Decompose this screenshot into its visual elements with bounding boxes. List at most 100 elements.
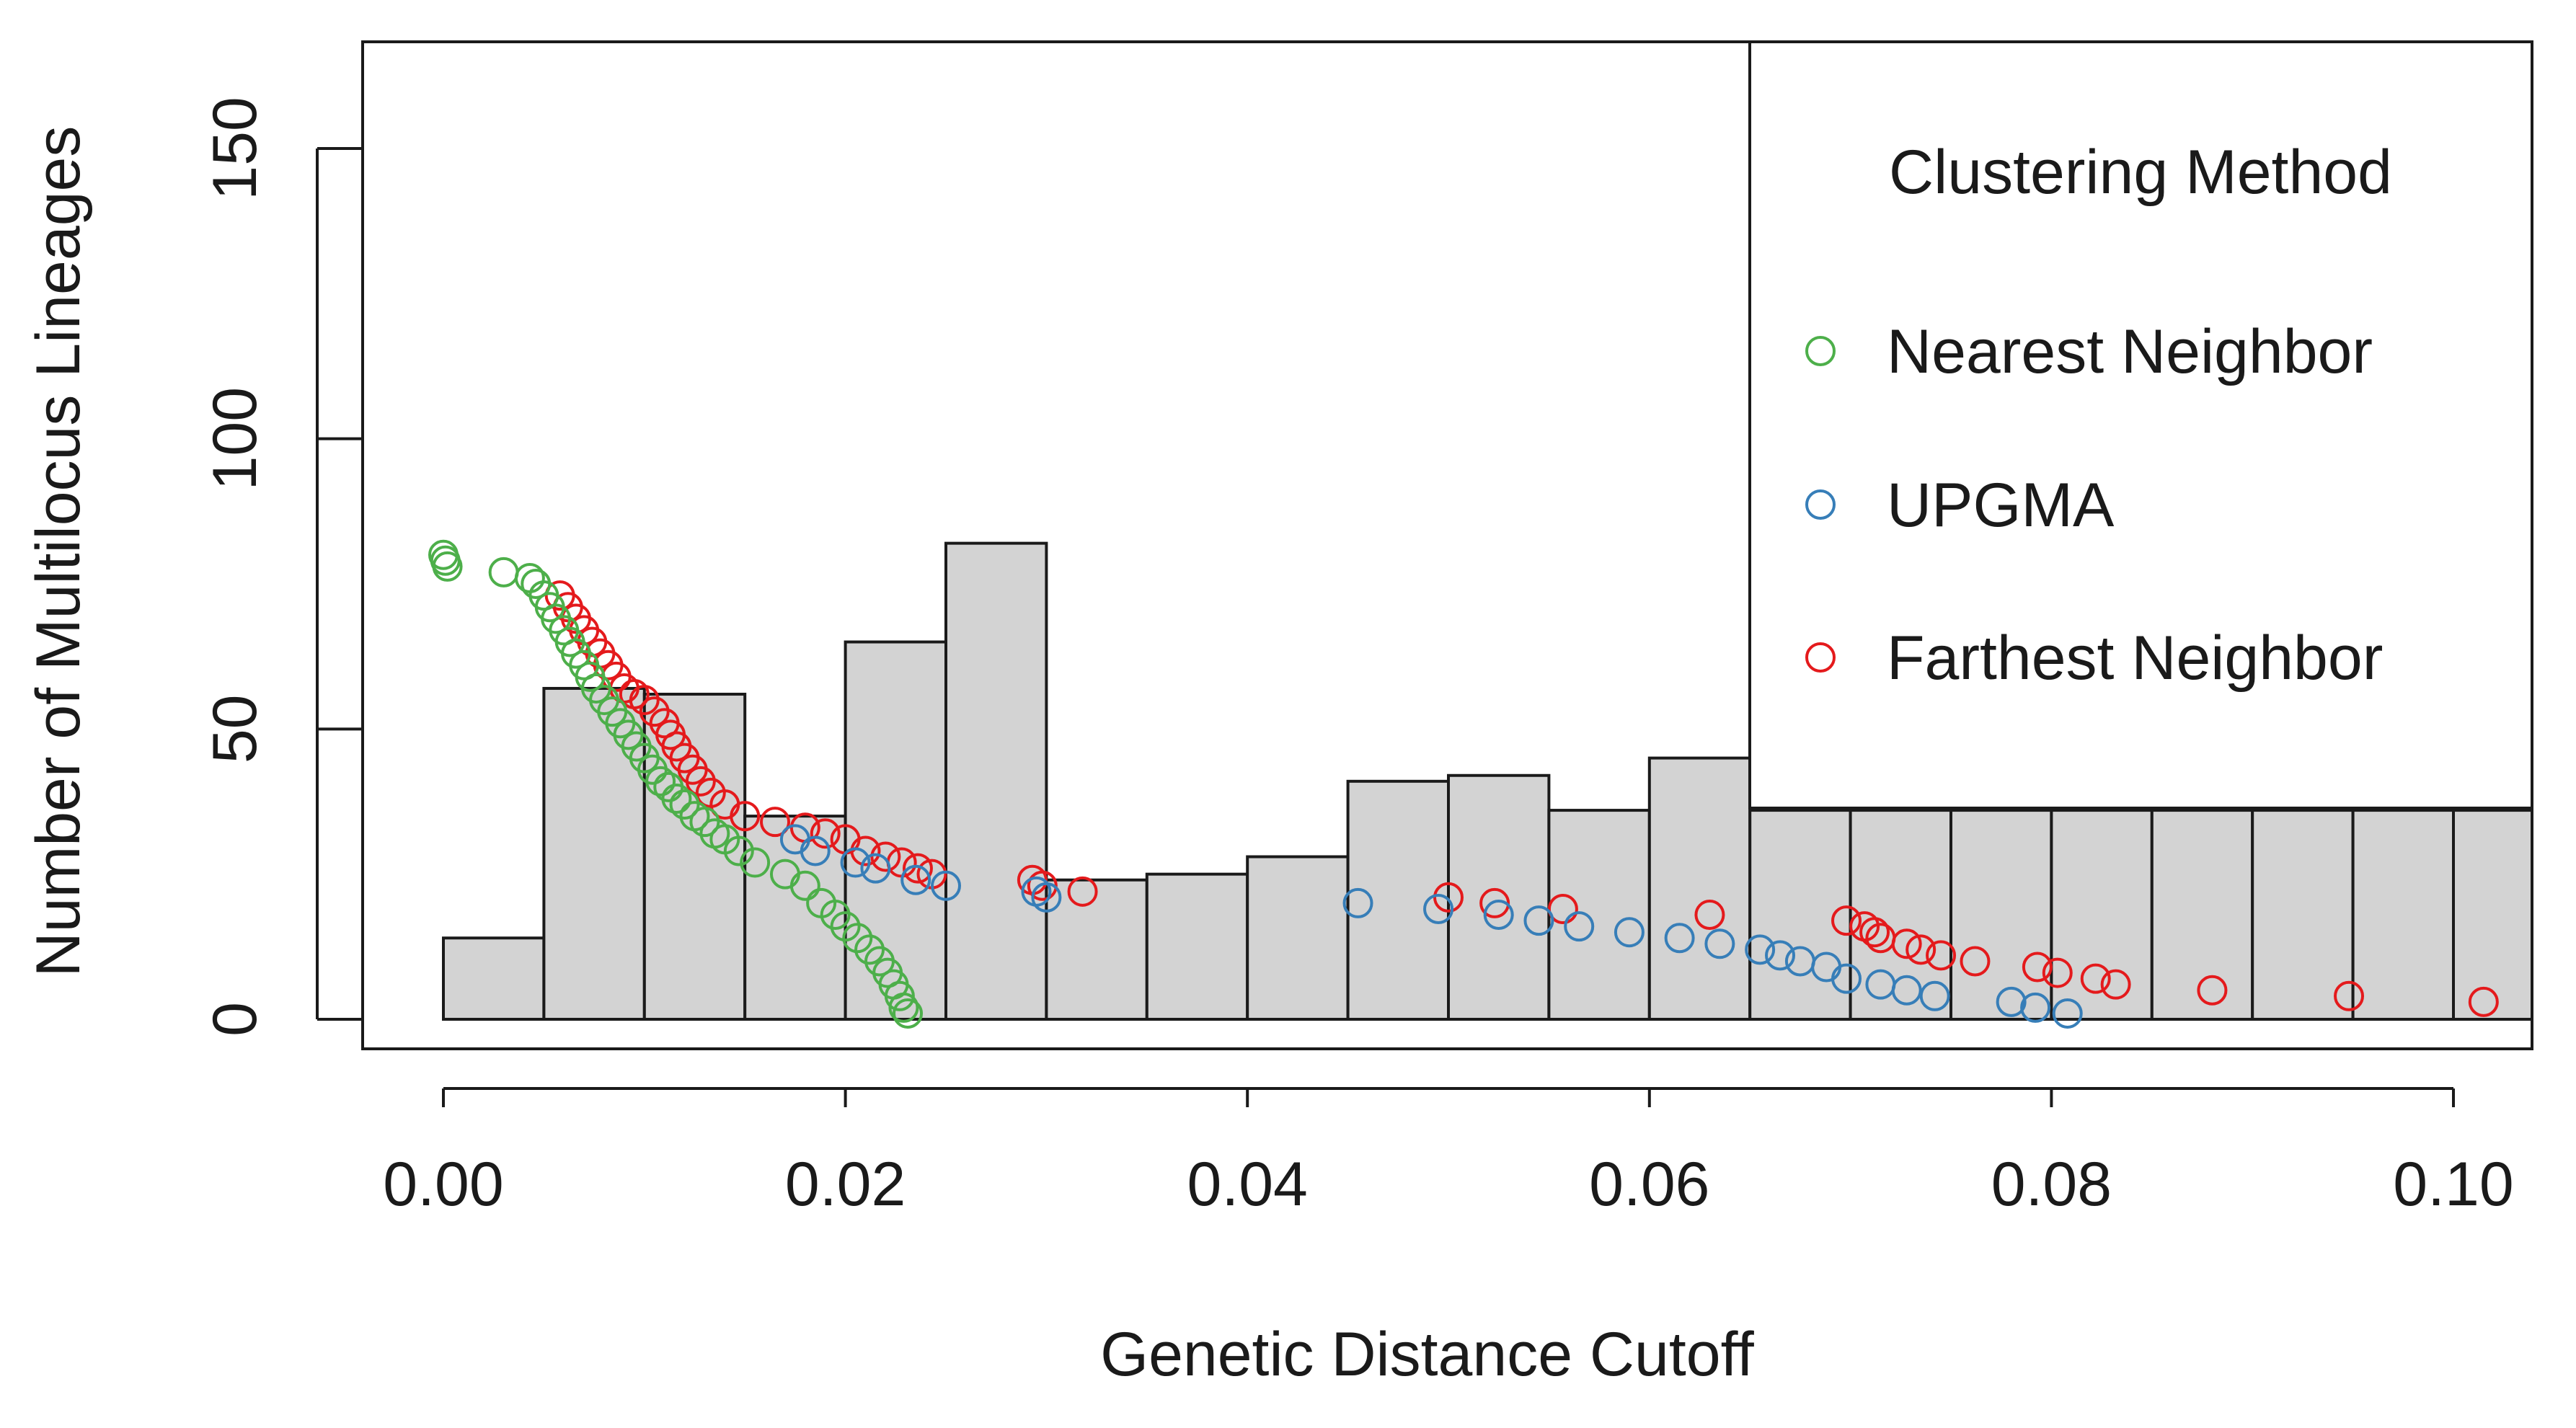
plot-frame	[361, 40, 2533, 1050]
data-point	[2334, 980, 2365, 1011]
y-tick-label: 150	[200, 97, 270, 200]
data-point	[730, 801, 761, 832]
data-point	[1564, 911, 1595, 942]
data-point	[669, 789, 700, 820]
data-point	[854, 934, 885, 965]
data-point	[900, 864, 931, 895]
y-axis-title: Number of Multilocus Lineages	[24, 126, 93, 977]
y-axis: 0 50 100 150	[200, 97, 363, 1037]
legend-label: UPGMA	[1887, 471, 2115, 540]
data-point	[850, 835, 881, 866]
histogram-bar	[442, 936, 546, 1021]
data-point	[1664, 923, 1695, 954]
y-tick-label: 0	[200, 1002, 270, 1037]
histogram-bar	[2150, 809, 2254, 1021]
data-point	[1483, 900, 1514, 931]
histogram-bar	[1145, 872, 1249, 1021]
x-tick-label: 0.06	[1589, 1150, 1709, 1219]
data-point	[1765, 940, 1796, 971]
series-upgma	[779, 824, 2083, 1029]
histogram-layer	[442, 541, 2532, 1021]
histogram-bar	[1447, 773, 1551, 1021]
histogram-bar	[1346, 779, 1450, 1021]
data-point	[1891, 975, 1922, 1006]
histogram-bar	[1045, 878, 1148, 1021]
data-point	[1891, 928, 1922, 959]
data-point	[1031, 882, 1062, 913]
data-point	[685, 766, 716, 797]
histogram-bar	[2452, 809, 2532, 1021]
data-point	[830, 911, 861, 942]
data-point	[1859, 917, 1890, 948]
data-point	[789, 870, 820, 901]
data-point	[800, 835, 831, 866]
data-point	[2468, 986, 2499, 1017]
y-tick-label: 50	[200, 694, 270, 763]
x-tick-label: 0.04	[1187, 1150, 1308, 1219]
data-point	[1831, 963, 1862, 994]
histogram-bar	[1849, 809, 1953, 1021]
histogram-bar	[1647, 756, 1752, 1021]
data-point	[860, 853, 891, 884]
legend-title: Clustering Method	[1889, 138, 2392, 207]
data-point	[1745, 934, 1776, 965]
data-point	[840, 847, 871, 878]
histogram-bar	[2251, 809, 2355, 1021]
data-point	[1433, 882, 1464, 913]
data-point	[2042, 957, 2073, 988]
x-tick-label: 0.10	[2393, 1150, 2513, 1219]
data-point	[931, 870, 961, 901]
x-tick-label: 0.00	[383, 1150, 503, 1219]
data-point	[760, 807, 791, 838]
legend-marker	[1805, 642, 1836, 673]
data-point	[1694, 900, 1725, 931]
data-point	[740, 847, 771, 878]
histogram-bar	[1246, 855, 1350, 1021]
data-point	[870, 841, 901, 872]
legend-marker	[1805, 489, 1836, 520]
legend-label: Farthest Neighbor	[1887, 624, 2383, 693]
histogram-bar	[2351, 809, 2456, 1021]
histogram-bar	[944, 541, 1048, 1021]
data-point	[2020, 992, 2051, 1023]
data-point	[723, 835, 754, 866]
data-point	[1704, 928, 1735, 959]
data-point	[2022, 952, 2053, 983]
data-point	[2100, 969, 2131, 1000]
data-point	[810, 818, 841, 849]
data-point	[1960, 946, 1991, 977]
data-point	[888, 992, 919, 1023]
legend-label: Nearest Neighbor	[1887, 317, 2373, 386]
data-point	[1523, 905, 1554, 936]
data-point	[2052, 998, 2083, 1029]
data-point	[432, 551, 463, 582]
data-point	[1067, 876, 1098, 907]
histogram-bar	[1547, 809, 1651, 1021]
data-point	[645, 766, 676, 797]
data-point	[661, 783, 692, 814]
legend: Clustering Method Nearest Neighbor UPGMA Fa…	[1748, 40, 2533, 810]
data-point	[1547, 893, 1578, 924]
x-axis: 0.00 0.02 0.04 0.06 0.08 0.10	[383, 1087, 2514, 1219]
scatter-layer	[428, 539, 2499, 1029]
data-point	[820, 900, 851, 931]
histogram-bar	[1949, 809, 2053, 1021]
series-nearest-neighbor	[428, 539, 924, 1029]
data-point	[1926, 940, 1957, 971]
x-axis-title: Genetic Distance Cutoff	[1100, 1320, 1755, 1389]
data-point	[1906, 934, 1937, 965]
data-point	[1831, 905, 1862, 936]
data-point	[893, 998, 924, 1029]
data-point	[1614, 917, 1645, 948]
y-tick-label: 100	[200, 387, 270, 491]
data-point	[2197, 975, 2228, 1006]
x-tick-label: 0.08	[1991, 1150, 2112, 1219]
histogram-bar	[542, 686, 646, 1021]
data-point	[1919, 980, 1950, 1011]
data-point	[1342, 887, 1373, 918]
data-point	[902, 853, 933, 884]
data-point	[639, 696, 670, 727]
data-point	[629, 685, 660, 716]
data-point	[1996, 986, 2027, 1017]
